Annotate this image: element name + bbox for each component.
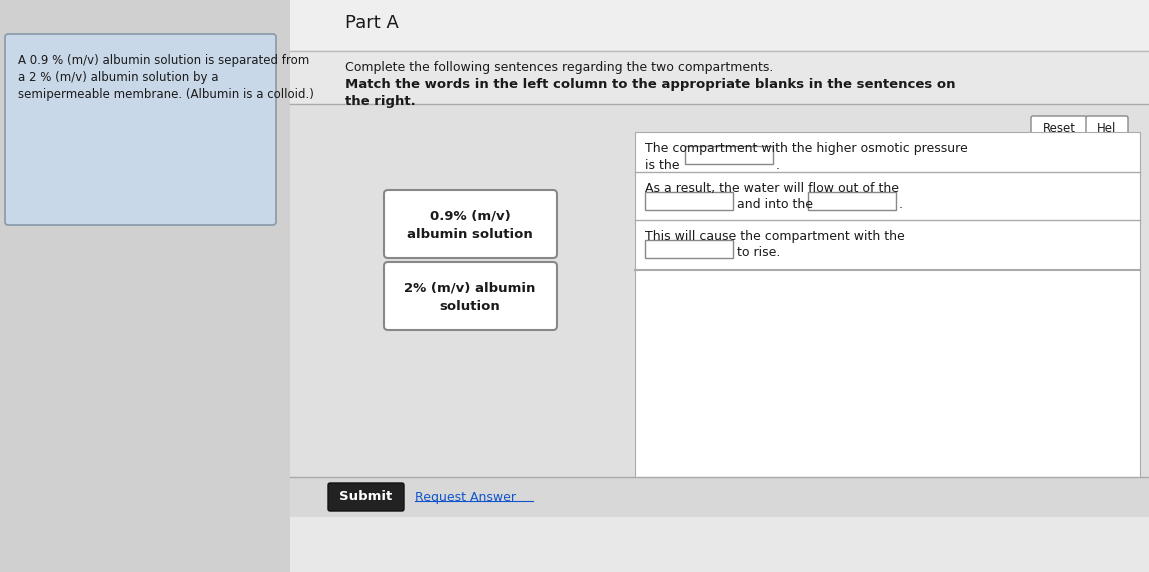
Text: Reset: Reset xyxy=(1042,122,1075,136)
Text: This will cause the compartment with the: This will cause the compartment with the xyxy=(645,230,904,243)
FancyBboxPatch shape xyxy=(384,262,557,330)
Text: the right.: the right. xyxy=(345,95,416,108)
Bar xyxy=(645,192,733,210)
Text: .: . xyxy=(776,159,780,172)
Bar xyxy=(635,132,1140,484)
Text: semipermeable membrane. (Albumin is a colloid.): semipermeable membrane. (Albumin is a co… xyxy=(18,88,314,101)
Text: is the: is the xyxy=(645,159,679,172)
Bar xyxy=(290,0,1149,572)
Text: The compartment with the higher osmotic pressure: The compartment with the higher osmotic … xyxy=(645,142,967,155)
FancyBboxPatch shape xyxy=(327,483,404,511)
Text: .: . xyxy=(899,198,903,212)
Text: to rise.: to rise. xyxy=(737,247,780,260)
Text: A 0.9 % (m/v) albumin solution is separated from: A 0.9 % (m/v) albumin solution is separa… xyxy=(18,54,309,67)
Text: a 2 % (m/v) albumin solution by a: a 2 % (m/v) albumin solution by a xyxy=(18,71,218,84)
Text: Complete the following sentences regarding the two compartments.: Complete the following sentences regardi… xyxy=(345,61,773,74)
FancyBboxPatch shape xyxy=(384,190,557,258)
Bar xyxy=(290,477,1149,517)
Text: Request Answer: Request Answer xyxy=(415,491,516,503)
Text: Submit: Submit xyxy=(339,491,393,503)
Text: Hel: Hel xyxy=(1097,122,1117,136)
FancyBboxPatch shape xyxy=(1086,116,1128,142)
Text: Match the words in the left column to the appropriate blanks in the sentences on: Match the words in the left column to th… xyxy=(345,78,956,91)
Text: Part A: Part A xyxy=(345,14,399,32)
Text: albumin solution: albumin solution xyxy=(407,228,533,240)
Bar xyxy=(290,0,1149,50)
Bar xyxy=(290,104,1149,517)
Text: 0.9% (m/v): 0.9% (m/v) xyxy=(430,209,510,223)
FancyBboxPatch shape xyxy=(5,34,276,225)
Bar xyxy=(645,240,733,258)
Text: As a result, the water will flow out of the: As a result, the water will flow out of … xyxy=(645,182,899,195)
FancyBboxPatch shape xyxy=(1031,116,1087,142)
Text: solution: solution xyxy=(440,300,500,312)
Bar xyxy=(685,146,773,164)
Bar xyxy=(808,192,896,210)
Text: and into the: and into the xyxy=(737,198,813,212)
Text: 2% (m/v) albumin: 2% (m/v) albumin xyxy=(404,281,535,295)
